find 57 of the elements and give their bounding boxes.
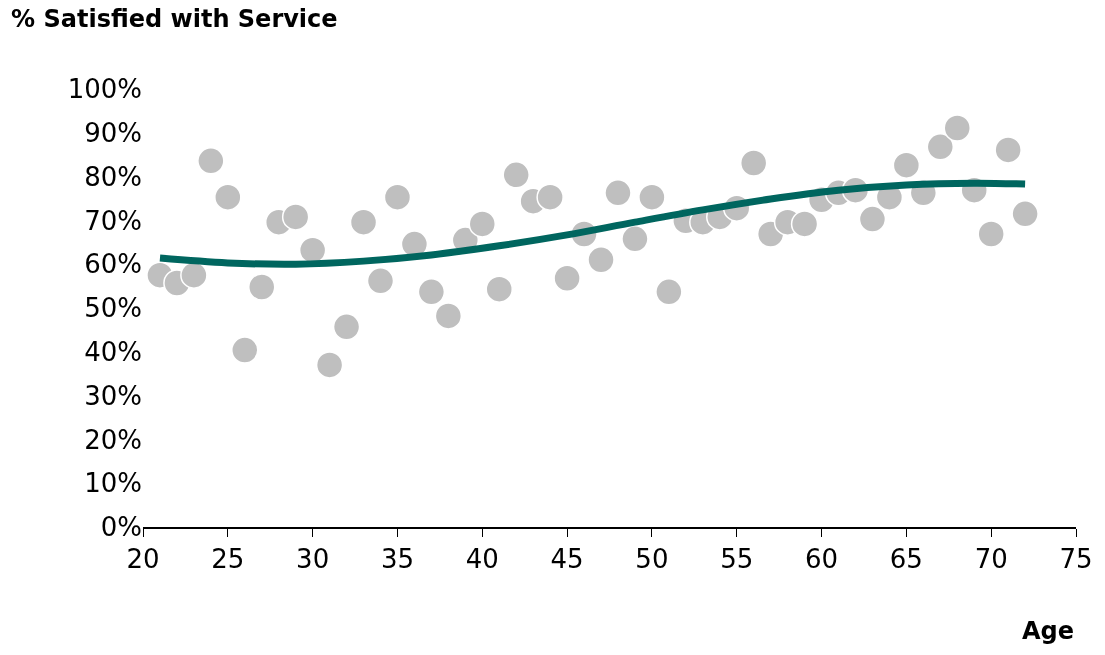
point <box>977 220 1005 248</box>
point <box>366 267 395 295</box>
point <box>383 183 412 211</box>
x-tick-label: 30 <box>296 543 330 574</box>
point <box>349 208 378 236</box>
point <box>315 351 344 379</box>
point <box>943 114 971 142</box>
x-tick-label: 60 <box>805 543 839 574</box>
y-tick-label: 0% <box>100 512 142 543</box>
point <box>892 151 921 179</box>
point <box>994 136 1022 164</box>
point <box>1011 200 1039 228</box>
x-tick-label: 20 <box>126 543 160 574</box>
x-tick-label: 35 <box>380 543 414 574</box>
x-tick-label: 75 <box>1059 543 1093 574</box>
y-tick-label: 40% <box>84 336 142 367</box>
x-tick-label: 50 <box>635 543 669 574</box>
x-tick-label: 70 <box>974 543 1008 574</box>
x-tick-label: 45 <box>550 543 584 574</box>
point <box>858 205 887 233</box>
x-axis-title: Age <box>1022 617 1075 645</box>
point <box>468 210 497 238</box>
x-tick-label: 25 <box>211 543 245 574</box>
point <box>790 210 819 238</box>
point <box>926 133 955 161</box>
point <box>248 273 276 301</box>
point <box>553 264 581 292</box>
point <box>621 225 649 253</box>
x-tick-label: 65 <box>889 543 923 574</box>
point <box>281 203 310 231</box>
point <box>197 147 225 175</box>
point <box>434 302 463 330</box>
point <box>739 149 768 177</box>
y-tick-label: 90% <box>84 117 142 148</box>
y-tick-label: 50% <box>84 293 142 324</box>
y-tick-label: 30% <box>84 380 142 411</box>
point <box>587 246 615 274</box>
point <box>638 183 666 211</box>
y-tick-label: 100% <box>67 74 142 105</box>
point <box>332 313 361 341</box>
point <box>417 278 446 306</box>
y-tick-label: 60% <box>84 249 142 280</box>
point <box>604 179 632 207</box>
y-tick-label: 20% <box>84 424 142 455</box>
chart-title: % Satisfied with Service <box>11 4 338 33</box>
point <box>231 336 259 364</box>
y-tick-label: 70% <box>84 205 142 236</box>
point <box>502 161 530 189</box>
y-tick-label: 80% <box>84 161 142 192</box>
x-tick-label: 55 <box>720 543 754 574</box>
point <box>485 275 513 303</box>
point <box>536 183 564 211</box>
x-tick-label: 40 <box>465 543 499 574</box>
y-tick-label: 10% <box>84 468 142 499</box>
point <box>214 183 242 211</box>
point <box>655 278 683 306</box>
point <box>180 261 208 289</box>
